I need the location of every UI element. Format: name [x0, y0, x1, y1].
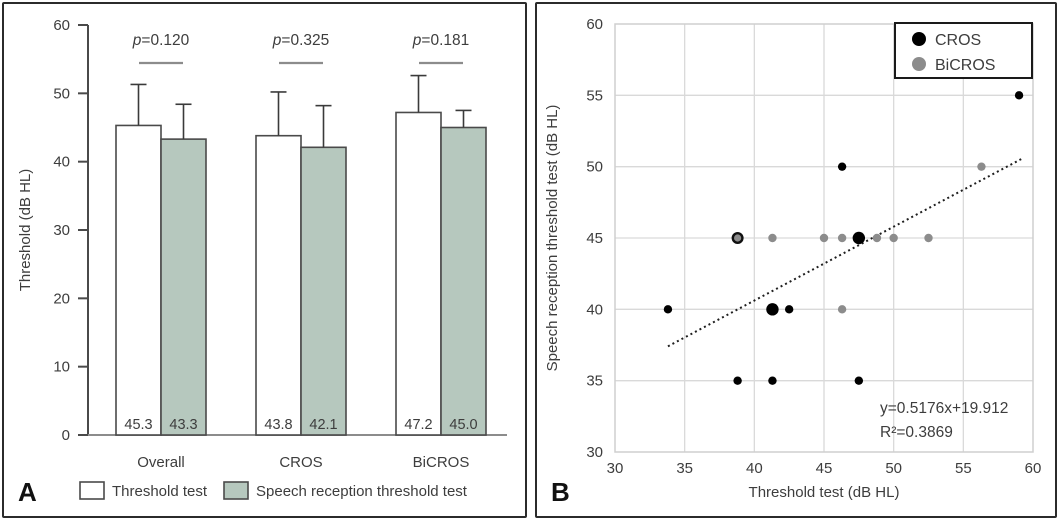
p-value-label: p=0.120: [132, 32, 190, 49]
data-point-bicros: [731, 231, 744, 244]
bar-value-label: 45.0: [449, 417, 477, 433]
data-point-bicros: [768, 233, 777, 243]
data-point-cros: [854, 376, 864, 385]
data-point-cros: [733, 376, 742, 385]
y-axis-tick-label: 40: [53, 154, 70, 171]
scatter-chart-canvas: 30 35 40 45 50 55 60 30 35 40 45 50 55 60 Threshold te…: [544, 16, 1042, 501]
data-point-cros: [1014, 91, 1024, 100]
panel-a-label: A: [18, 477, 37, 507]
x-axis-title: Threshold test (dB HL): [749, 484, 900, 501]
y-axis-tick-label: 60: [53, 17, 70, 34]
data-point-bicros: [872, 233, 882, 243]
y-axis-tick-label: 55: [586, 87, 603, 104]
x-axis-tick-label: 55: [955, 460, 972, 477]
y-axis-tick-label: 10: [53, 359, 70, 376]
bar-value-label: 47.2: [404, 417, 432, 433]
y-axis-tick-label: 50: [586, 159, 603, 176]
p-value-label: p=0.325: [272, 32, 329, 49]
y-axis-title: Threshold (dB HL): [17, 169, 34, 292]
bar-value-label: 43.8: [264, 417, 292, 433]
panel-b-scatter-chart: 30 35 40 45 50 55 60 30 35 40 45 50 55 60 Threshold te…: [535, 2, 1057, 518]
bar-overall-threshold: [115, 124, 162, 436]
y-axis-tick-label: 50: [53, 85, 70, 102]
legend-label-cros: CROS: [935, 32, 981, 49]
legend-swatch-threshold-test: [79, 481, 105, 500]
category-label: CROS: [279, 454, 322, 471]
data-point-bicros: [977, 162, 986, 171]
y-axis-title: Speech reception threshold test (dB HL): [544, 105, 561, 372]
legend-label-threshold-test: Threshold test: [112, 483, 208, 500]
category-label: BiCROS: [413, 454, 470, 471]
y-axis-tick-label: 30: [53, 222, 70, 239]
trendline: [667, 157, 1023, 348]
data-point-bicros: [924, 233, 933, 243]
plot-area-border: [614, 23, 1034, 453]
y-axis-tick-label: 30: [586, 444, 603, 461]
trendline-r-squared: R²=0.3869: [880, 424, 953, 441]
data-point-cros: [766, 303, 779, 316]
x-axis-tick-label: 50: [885, 460, 902, 477]
bar-overall-srt: [160, 138, 207, 436]
bar-cros-srt: [300, 146, 347, 436]
y-axis-tick-label: 20: [53, 290, 70, 307]
y-axis-tick-label: 45: [586, 230, 603, 247]
y-axis-tick-label: 40: [586, 301, 603, 318]
y-axis-tick-label: 60: [586, 16, 603, 33]
bar-bicros-threshold: [395, 111, 442, 436]
bar-value-label: 42.1: [309, 417, 337, 433]
data-point-cros: [784, 305, 794, 314]
legend-label-bicros: BiCROS: [935, 57, 995, 74]
bar-chart-canvas: 0 10 20 30 40 50 60 Threshold (dB HL) 45.3 43.3 Ov…: [17, 17, 507, 500]
data-point-cros: [663, 305, 673, 314]
y-axis-tick-label: 35: [586, 373, 603, 390]
data-point-bicros: [837, 233, 847, 243]
data-point-bicros: [889, 233, 898, 243]
data-point-bicros: [819, 233, 829, 243]
data-point-cros: [837, 162, 847, 171]
x-axis-tick-label: 45: [816, 460, 833, 477]
data-point-cros: [768, 376, 777, 385]
y-axis-tick-label: 0: [62, 427, 70, 444]
p-value-label: p=0.181: [412, 32, 469, 49]
x-axis-tick-label: 30: [607, 460, 624, 477]
bar-value-label: 43.3: [169, 417, 197, 433]
legend-swatch-srt-test: [223, 481, 249, 500]
panel-b-label: B: [551, 477, 570, 507]
bar-cros-threshold: [255, 134, 302, 436]
x-axis-tick-label: 35: [676, 460, 693, 477]
panel-a-bar-chart: 0 10 20 30 40 50 60 Threshold (dB HL) 45.3 43.3 Ov…: [2, 2, 527, 518]
legend-marker-bicros: [912, 57, 926, 71]
data-point-cros: [852, 231, 866, 245]
bar-bicros-srt: [440, 126, 487, 436]
category-label: Overall: [137, 454, 185, 471]
legend-label-srt-test: Speech reception threshold test: [256, 483, 468, 500]
bar-value-label: 45.3: [124, 417, 152, 433]
legend-marker-cros: [912, 32, 926, 46]
x-axis-tick-label: 60: [1025, 460, 1042, 477]
trendline-equation: y=0.5176x+19.912: [880, 400, 1008, 417]
data-point-bicros: [837, 305, 847, 314]
x-axis-tick-label: 40: [746, 460, 763, 477]
